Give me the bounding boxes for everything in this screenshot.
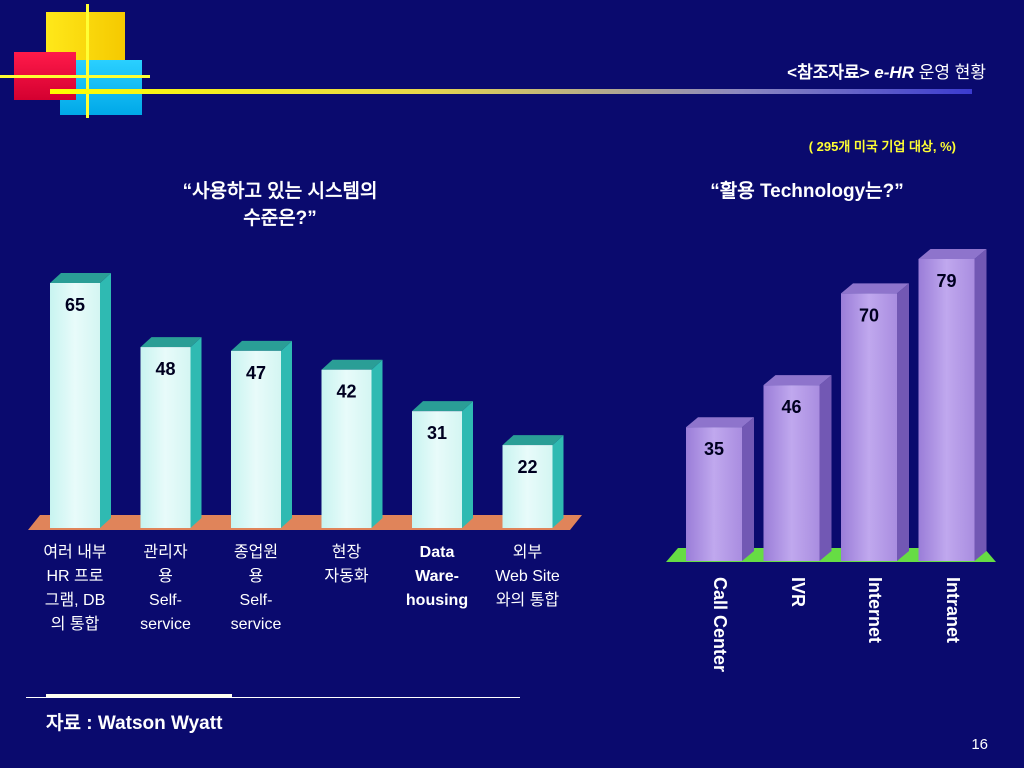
bar — [918, 259, 975, 561]
page-title-prefix: <참조자료> — [787, 63, 870, 82]
source-divider-accent — [46, 694, 232, 697]
category-label: 관리자 용 Self- service — [140, 544, 191, 633]
bar-side — [371, 359, 383, 528]
page-number: 16 — [971, 736, 988, 753]
category-label: 종업원 용 Self- service — [230, 544, 282, 633]
bar — [686, 427, 742, 561]
logo-vertical-line — [86, 4, 89, 118]
category-label: IVR — [787, 577, 808, 608]
bar-top — [841, 283, 909, 294]
bar-side — [462, 401, 473, 528]
right-chart-title: “활용 Technology는?” — [710, 181, 904, 202]
bar-top — [50, 273, 111, 283]
bar-top — [412, 401, 473, 412]
survey-note: ( 295개 미국 기업 대상, %) — [808, 139, 956, 154]
chart-floor — [28, 515, 582, 530]
bar — [140, 347, 191, 528]
page-title-suffix: 운영 현황 — [918, 63, 986, 82]
source-note: 자료 : Watson Wyatt — [46, 713, 223, 734]
category-label: 외부 Web Site 와의 통합 — [495, 544, 560, 609]
category-label: Internet — [865, 577, 885, 644]
data-label: 48 — [155, 359, 175, 379]
data-label: 47 — [246, 363, 266, 383]
data-label: 79 — [936, 271, 956, 291]
page-title: <참조자료> e-HR 운영 현황 — [787, 58, 986, 83]
bar-top — [321, 359, 383, 370]
category-label: Intranet — [942, 577, 963, 644]
data-label: 70 — [859, 305, 879, 325]
logo-decoration — [0, 0, 150, 125]
bar-side — [897, 283, 909, 561]
bar-side — [281, 340, 292, 528]
bar-side — [190, 337, 202, 528]
bar-side — [552, 435, 564, 528]
bar-side — [100, 273, 111, 528]
left-chart-title: “사용하고 있는 시스템의 수준은?” — [182, 181, 378, 229]
left-bar-chart: 65 48 47 42 31 22 — [28, 273, 582, 530]
bar-top — [231, 340, 292, 351]
category-label: Data Ware- housing — [405, 544, 469, 609]
bar-side — [742, 417, 754, 561]
category-label: 여러 내부 HR 프로 그램, DB 의 통합 — [43, 544, 107, 633]
right-bar-chart: 35 46 70 79 — [666, 249, 996, 562]
data-label: 35 — [704, 439, 724, 459]
bar-top — [686, 417, 754, 428]
data-label: 65 — [65, 295, 85, 315]
logo-horizontal-line — [0, 75, 150, 78]
bar-top — [918, 249, 987, 259]
bar-top — [140, 337, 202, 348]
data-label: 22 — [517, 457, 537, 477]
source-divider — [26, 697, 520, 698]
bar-top — [502, 435, 564, 446]
bar-side — [819, 375, 832, 561]
data-label: 42 — [336, 382, 356, 402]
bar-side — [974, 249, 987, 561]
bar — [412, 411, 462, 528]
bar — [763, 385, 820, 561]
header-divider — [50, 89, 972, 94]
bar-top — [763, 375, 832, 386]
data-label: 46 — [781, 397, 801, 417]
bar — [321, 369, 372, 528]
page-title-code: e-HR — [874, 63, 914, 82]
bar — [50, 283, 100, 528]
bar — [841, 293, 897, 561]
bar — [502, 445, 553, 528]
bar — [231, 350, 281, 528]
category-label: Call Center — [710, 577, 730, 673]
data-label: 31 — [427, 423, 447, 443]
category-label: 현장 자동화 — [324, 544, 369, 585]
